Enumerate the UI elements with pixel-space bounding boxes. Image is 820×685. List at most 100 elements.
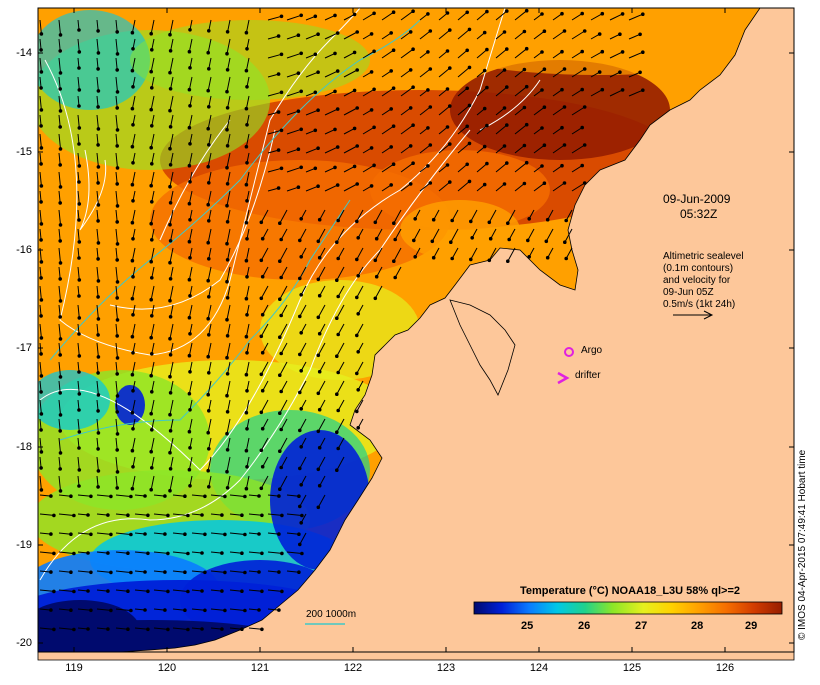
velocity-vector-head [245,85,249,89]
velocity-vector [115,570,131,573]
velocity-vector [280,228,288,240]
velocity-vector [207,114,212,129]
velocity-vector-head [223,494,227,499]
velocity-vector [299,228,307,241]
velocity-vector [376,228,383,239]
velocity-vector [305,185,319,192]
velocity-vector [381,108,392,116]
velocity-vector [169,361,174,377]
velocity-vector [267,494,279,497]
velocity-vector [227,475,231,488]
velocity-vector-head [187,429,192,434]
velocity-vector-head [467,65,472,70]
velocity-vector [115,266,118,282]
velocity-vector-head [77,354,82,358]
velocity-vector [96,76,99,91]
velocity-vector-head [96,29,100,33]
velocity-vector-head [445,125,450,129]
velocity-vector-head [96,165,101,169]
velocity-vector-head [299,217,304,221]
velocity-vector-head [183,494,187,499]
velocity-vector-head [428,67,433,71]
velocity-vector [267,551,282,554]
velocity-vector-head [115,52,120,56]
velocity-vector [229,627,242,630]
velocity-vector [115,38,118,54]
velocity-vector-head [225,448,230,452]
velocity-vector-head [526,238,530,243]
velocity-vector-head [150,428,154,432]
legend-line: 09-Jun 05Z [663,287,714,298]
imos-credit: © IMOS 04-Apr-2015 07:49:41 Hobart time [797,449,808,640]
velocity-vector [96,380,99,395]
velocity-vector-head [106,551,110,555]
velocity-vector [207,418,212,433]
velocity-vector [299,266,307,279]
velocity-vector-head [470,236,475,240]
velocity-vector [267,167,282,173]
velocity-vector [188,304,193,318]
velocity-vector-head [187,277,192,282]
velocity-vector [115,171,118,184]
velocity-vector-head [39,32,44,36]
velocity-vector [262,228,269,239]
velocity-vector-head [131,313,135,317]
velocity-vector-head [618,32,622,37]
velocity-vector [115,608,131,611]
velocity-vector-head [96,219,100,223]
velocity-vector [151,114,155,126]
velocity-vector-head [131,465,135,469]
velocity-vector [267,608,279,611]
velocity-vector-head [39,260,44,264]
velocity-vector [286,532,299,535]
velocity-vector [188,456,193,470]
velocity-vector-head [77,202,82,206]
velocity-vector-head [276,72,281,76]
velocity-vector-head [39,298,44,302]
velocity-vector-head [187,239,192,244]
velocity-vector-head [225,51,229,56]
velocity-vector-head [488,236,493,241]
velocity-vector-head [225,410,230,414]
velocity-vector-head [77,218,81,222]
velocity-vector [262,456,269,467]
velocity-vector [226,304,231,320]
velocity-vector [488,247,497,261]
velocity-vector [229,589,242,592]
velocity-vector-head [168,108,172,113]
y-tick-label: -18 [16,441,32,453]
velocity-vector [58,475,61,491]
velocity-vector-head [72,551,76,556]
velocity-vector [267,73,279,78]
velocity-vector [260,323,269,337]
velocity-vector [150,247,155,262]
velocity-vector-head [298,238,302,243]
velocity-vector [115,247,118,260]
velocity-vector [208,285,212,297]
velocity-vector [77,190,80,204]
velocity-vector [115,133,118,146]
velocity-vector [457,87,468,97]
colorbar-tick: 27 [635,620,648,632]
velocity-vector [356,361,364,374]
velocity-vector [571,13,583,21]
velocity-vector [227,19,231,32]
velocity-vector-head [506,221,510,225]
velocity-vector-head [188,104,192,108]
velocity-vector [319,323,326,334]
velocity-vector-head [206,240,210,245]
velocity-vector-head [207,143,211,147]
velocity-vector-head [225,431,229,436]
velocity-vector [227,399,231,412]
velocity-vector [514,69,525,78]
velocity-vector-head [355,409,359,414]
velocity-vector-head [58,353,63,357]
velocity-vector-head [58,451,63,455]
velocity-vector-head [77,256,81,260]
velocity-vector-head [448,28,452,32]
velocity-vector-head [313,14,318,19]
argo-marker [564,347,574,357]
velocity-vector-head [109,532,113,537]
velocity-vector [552,13,563,21]
